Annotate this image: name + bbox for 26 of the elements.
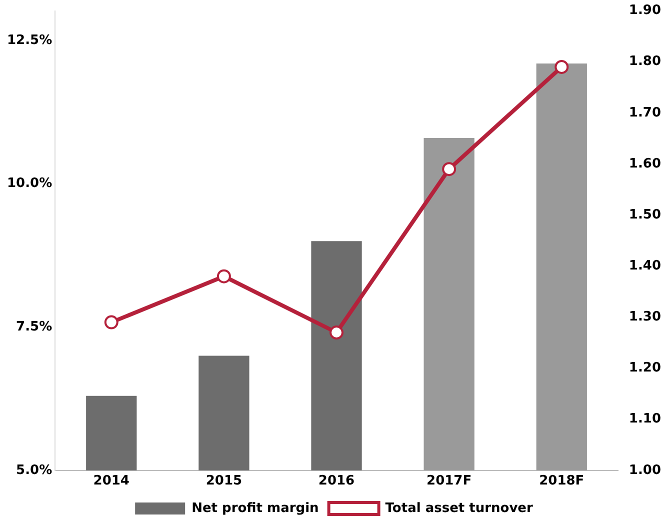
- point: [216, 269, 231, 284]
- x-tick-label: 2017F: [426, 474, 472, 489]
- y-tick-label: 5.0%: [16, 462, 52, 478]
- x-tick-label: 2016: [318, 474, 355, 489]
- y2-tick-label: 1.40: [628, 258, 662, 274]
- legend-label: Net profit margin: [192, 500, 319, 516]
- y-tick-label: 12.5%: [6, 32, 52, 48]
- y2-tick-label: 1.20: [628, 360, 662, 376]
- x-tick-label: 2014: [93, 474, 130, 489]
- point: [554, 60, 569, 74]
- y2-tick-label: 1.80: [628, 54, 662, 70]
- y-tick-label: 7.5%: [16, 320, 52, 335]
- y2-tick-label: 1.90: [628, 3, 662, 18]
- y2-tick-label: 1.60: [628, 156, 662, 172]
- y2-tick-label: 1.50: [628, 207, 662, 222]
- y2-tick-label: 1.70: [628, 105, 662, 120]
- y2-tick-label: 1.30: [628, 310, 662, 325]
- x-tick-label: 2018F: [539, 474, 584, 489]
- y-tick-label: 10.0%: [6, 176, 52, 192]
- point: [104, 315, 118, 330]
- point: [442, 162, 456, 176]
- point: [330, 326, 344, 340]
- x-tick-label: 2015: [206, 474, 242, 489]
- y2-tick-label: 1.10: [628, 412, 662, 427]
- legend-label: Total asset turnover: [385, 500, 534, 516]
- y2-tick-label: 1.00: [628, 462, 662, 478]
